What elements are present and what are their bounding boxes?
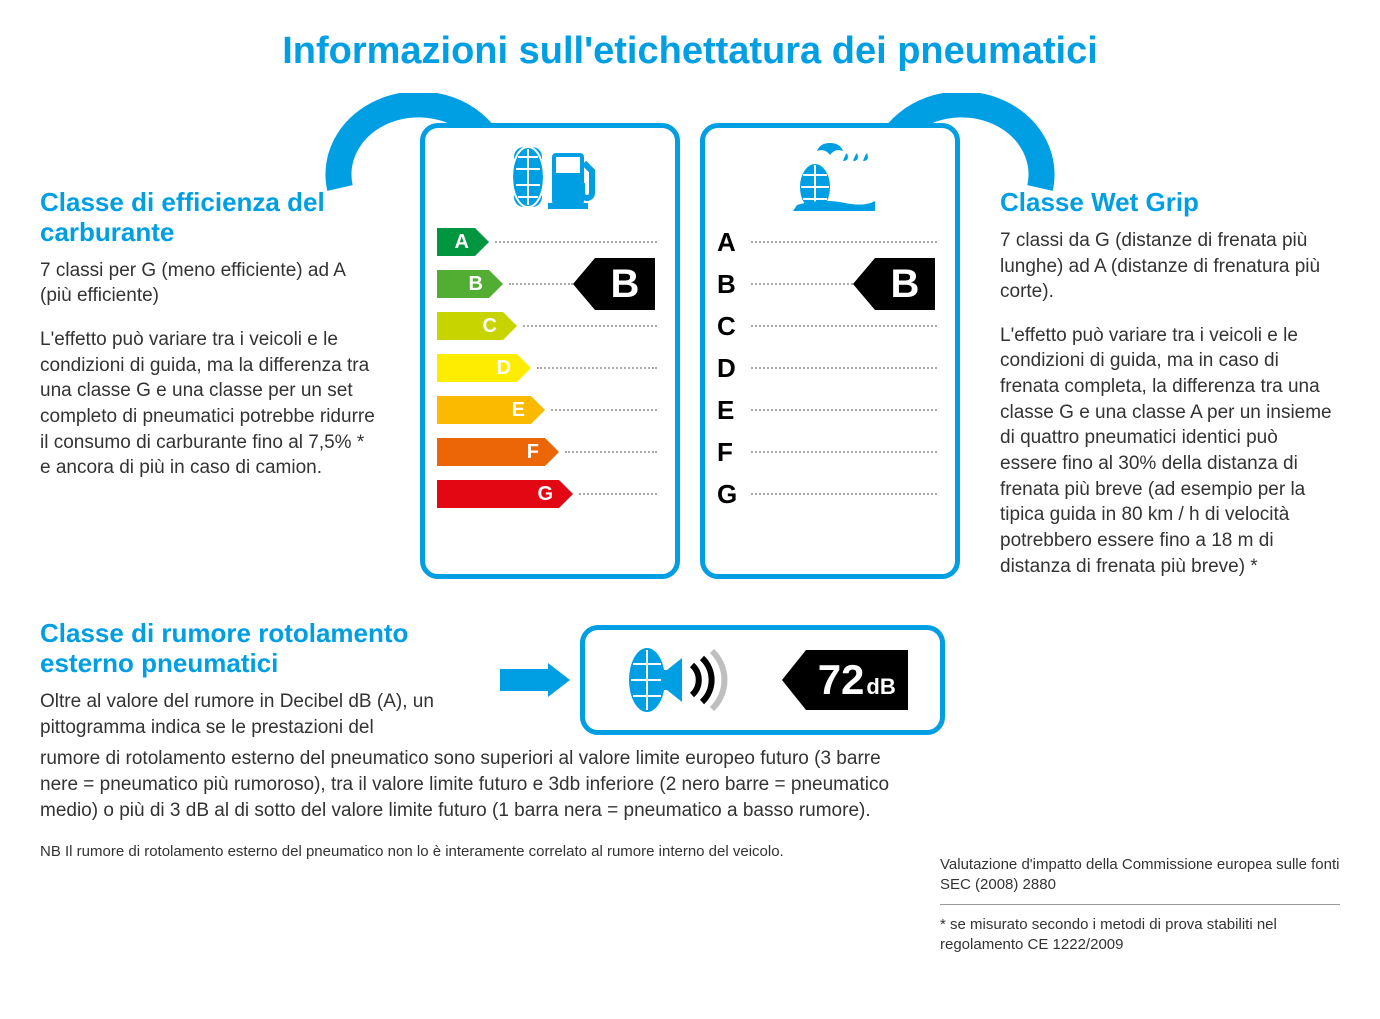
fuel-heading: Classe di efficienza del carburante xyxy=(40,188,380,248)
wet-class-row: BB xyxy=(717,265,943,303)
footnote-2: * se misurato secondo i metodi di prova … xyxy=(940,915,1340,954)
wet-label-panel: A BB CDEFG xyxy=(700,123,960,579)
label-panels: ABBCDEFG xyxy=(400,123,980,579)
wet-grip-icon xyxy=(717,143,943,213)
wet-class-row: A xyxy=(717,223,943,261)
noise-tire-speaker-icon xyxy=(617,640,747,720)
fuel-label-panel: A BB CDEFG xyxy=(420,123,680,579)
fuel-body: L'effetto può variare tra i veicoli e le… xyxy=(40,327,380,481)
fuel-class-row: G xyxy=(437,475,663,513)
footnotes: Valutazione d'impatto della Commissione … xyxy=(940,855,1340,954)
noise-body-start: Oltre al valore del rumore in Decibel dB… xyxy=(40,689,480,740)
main-row: Classe di efficienza del carburante 7 cl… xyxy=(40,123,1340,579)
fuel-class-row: E xyxy=(437,391,663,429)
wet-class-rows: A BB CDEFG xyxy=(717,223,943,513)
noise-label-panel: 72 dB xyxy=(580,625,945,735)
wet-intro: 7 classi da G (distanze di frenata più l… xyxy=(1000,228,1340,305)
arrow-right-icon xyxy=(500,663,570,697)
fuel-intro: 7 classi per G (meno efficiente) ad A (p… xyxy=(40,258,380,309)
wet-class-row: F xyxy=(717,433,943,471)
wet-class-row: E xyxy=(717,391,943,429)
noise-heading: Classe di rumore rotolamento esterno pne… xyxy=(40,619,480,679)
footnote-1: Valutazione d'impatto della Commissione … xyxy=(940,855,1340,894)
noise-unit: dB xyxy=(866,662,895,712)
wet-selected-badge: B xyxy=(853,258,935,310)
noise-section: Classe di rumore rotolamento esterno pne… xyxy=(40,619,1340,740)
wet-body: L'effetto può variare tra i veicoli e le… xyxy=(1000,323,1340,579)
wet-class-row: D xyxy=(717,349,943,387)
noise-value: 72 xyxy=(818,650,865,710)
fuel-class-row: A xyxy=(437,223,663,261)
wet-class-row: C xyxy=(717,307,943,345)
fuel-selected-badge: B xyxy=(573,258,655,310)
fuel-class-row: C xyxy=(437,307,663,345)
fuel-class-row: BB xyxy=(437,265,663,303)
noise-value-badge: 72 dB xyxy=(782,650,908,710)
noise-body-rest: rumore di rotolamento esterno del pneuma… xyxy=(40,746,910,823)
wet-class-row: G xyxy=(717,475,943,513)
fuel-class-row: D xyxy=(437,349,663,387)
fuel-class-rows: A BB CDEFG xyxy=(437,223,663,513)
fuel-pump-icon xyxy=(437,143,663,213)
fuel-class-row: F xyxy=(437,433,663,471)
page-title: Informazioni sull'etichettatura dei pneu… xyxy=(40,30,1340,73)
